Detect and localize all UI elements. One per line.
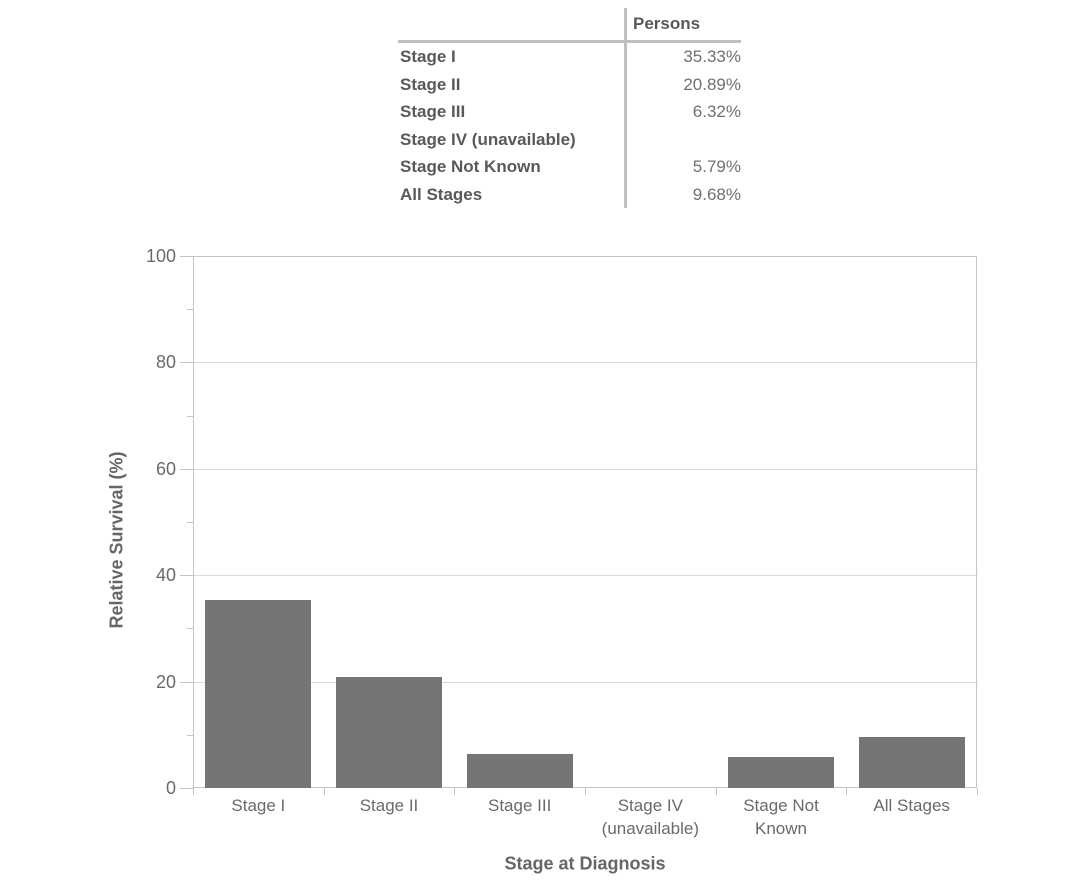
x-tick-3: [585, 788, 586, 795]
x-tick-5: [846, 788, 848, 795]
table-row: Stage II 20.89%: [398, 71, 741, 99]
y-tick-label-0: 0: [165, 778, 176, 798]
row-label: Stage Not Known: [400, 157, 541, 176]
gridline-y-60: [194, 468, 978, 470]
row-value: 6.32%: [692, 102, 741, 121]
row-value: 35.33%: [683, 47, 741, 66]
row-label: Stage III: [400, 102, 466, 121]
bar-all-stages: [858, 736, 965, 788]
table-row: Stage Not Known 5.79%: [398, 153, 741, 181]
x-category-label-stage-not-known: Stage Not Known: [743, 796, 819, 838]
y-minor-tick-70: [187, 415, 193, 417]
table-row: Stage IV (unavailable): [398, 126, 741, 154]
y-minor-tick-90: [187, 309, 193, 311]
x-tick-0: [193, 788, 194, 795]
x-tick-1: [323, 788, 325, 795]
table-column-divider: [624, 8, 627, 208]
table-header-rule: [398, 40, 741, 43]
y-tick-label-100: 100: [145, 246, 176, 266]
x-tick-4: [715, 788, 717, 795]
x-category-label-stage-iii: Stage III: [487, 796, 552, 815]
row-label: Stage I: [400, 47, 456, 66]
y-minor-tick-10: [187, 734, 193, 736]
y-tick-label-80: 80: [155, 352, 176, 373]
plot-area: [193, 256, 978, 788]
table-rows: Stage I 35.33% Stage II 20.89% Stage III…: [398, 43, 741, 208]
table-header-persons: Persons: [633, 14, 701, 33]
y-major-tick-40: [180, 575, 193, 577]
row-label: All Stages: [400, 184, 483, 204]
table-row: Stage I 35.33%: [398, 43, 741, 71]
x-tick-2: [454, 788, 456, 795]
y-major-tick-80: [180, 362, 193, 364]
y-major-tick-100: [180, 256, 193, 257]
x-category-label-stage-i: Stage I: [231, 796, 286, 815]
y-tick-label-60: 60: [155, 458, 176, 479]
y-tick-label-20: 20: [155, 671, 176, 692]
row-label: Stage IV (unavailable): [400, 129, 576, 149]
x-category-label-stage-iv-unavailable-: Stage IV (unavailable): [601, 796, 699, 838]
table-row: All Stages 9.68%: [398, 181, 741, 209]
bar-stage-not-known: [728, 757, 834, 788]
y-minor-tick-50: [187, 522, 193, 523]
x-axis-title: Stage at Diagnosis: [504, 853, 666, 874]
row-value: [627, 126, 741, 154]
y-major-tick-0: [180, 788, 193, 789]
gridline-y-40: [194, 575, 978, 577]
x-category-label-all-stages: All Stages: [873, 796, 950, 815]
row-value: 20.89%: [683, 74, 741, 94]
bar-stage-iii: [466, 754, 573, 788]
row-value: 9.68%: [692, 184, 741, 204]
x-category-label-stage-ii: Stage II: [359, 796, 419, 815]
y-tick-label-40: 40: [155, 565, 176, 586]
bar-stage-i: [205, 600, 312, 788]
bar-stage-ii: [336, 676, 442, 788]
y-minor-tick-30: [187, 628, 193, 630]
gridline-y-80: [194, 362, 978, 364]
row-value: 5.79%: [692, 157, 741, 176]
x-tick-6: [977, 788, 978, 795]
row-label: Stage II: [400, 74, 461, 94]
table-row: Stage III 6.32%: [398, 98, 741, 126]
gridline-y-20: [194, 681, 978, 683]
y-major-tick-20: [180, 681, 193, 683]
y-major-tick-60: [180, 468, 193, 470]
